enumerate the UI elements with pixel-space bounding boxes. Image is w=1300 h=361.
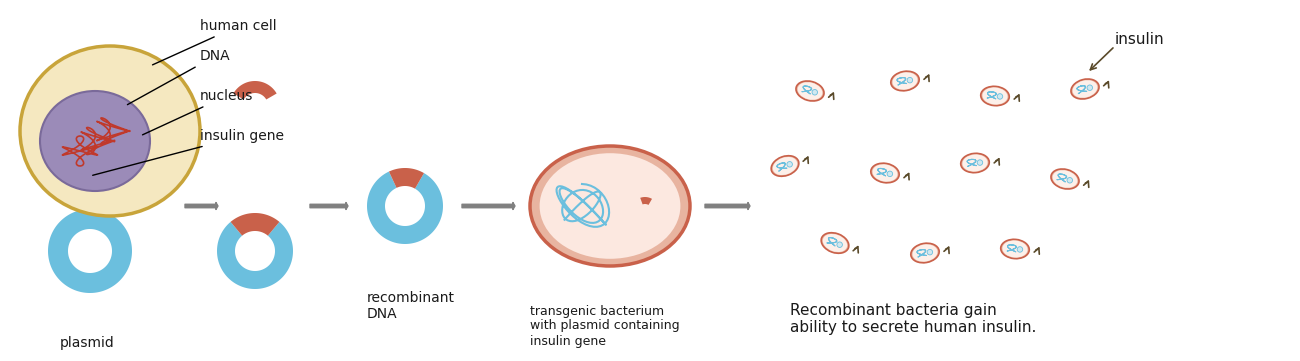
Polygon shape [367, 171, 443, 244]
Text: nucleus: nucleus [143, 89, 254, 135]
Text: insulin gene: insulin gene [92, 129, 283, 175]
Ellipse shape [20, 46, 200, 216]
Ellipse shape [1053, 170, 1078, 188]
Ellipse shape [980, 86, 1009, 106]
Ellipse shape [540, 153, 680, 259]
Ellipse shape [893, 72, 918, 90]
Ellipse shape [911, 243, 939, 263]
Ellipse shape [983, 87, 1008, 104]
Ellipse shape [961, 153, 989, 173]
Circle shape [907, 77, 913, 83]
Ellipse shape [872, 164, 897, 182]
Ellipse shape [772, 157, 797, 175]
Polygon shape [217, 222, 292, 289]
Circle shape [927, 249, 932, 255]
Polygon shape [630, 197, 659, 225]
Ellipse shape [1071, 79, 1098, 99]
Text: Recombinant bacteria gain
ability to secrete human insulin.: Recombinant bacteria gain ability to sec… [790, 303, 1036, 335]
Ellipse shape [771, 156, 798, 176]
Polygon shape [48, 209, 133, 293]
Text: DNA: DNA [127, 49, 230, 105]
Ellipse shape [962, 155, 988, 171]
Circle shape [837, 242, 842, 247]
Ellipse shape [822, 233, 849, 253]
Ellipse shape [1072, 80, 1097, 98]
Text: human cell: human cell [152, 19, 277, 65]
Polygon shape [640, 197, 653, 205]
Circle shape [1087, 85, 1092, 91]
Circle shape [812, 90, 818, 95]
Circle shape [887, 171, 893, 177]
Ellipse shape [40, 91, 150, 191]
Ellipse shape [871, 163, 900, 183]
Ellipse shape [913, 244, 937, 262]
Ellipse shape [823, 234, 848, 252]
Text: recombinant
DNA: recombinant DNA [367, 291, 455, 321]
Ellipse shape [891, 71, 919, 91]
Polygon shape [233, 81, 277, 100]
Ellipse shape [1001, 239, 1030, 259]
Ellipse shape [1050, 169, 1079, 189]
Circle shape [997, 94, 1002, 99]
Ellipse shape [530, 146, 690, 266]
Text: insulin: insulin [1115, 31, 1165, 47]
Circle shape [1017, 247, 1023, 252]
Ellipse shape [798, 82, 823, 100]
Polygon shape [389, 168, 424, 189]
Circle shape [978, 160, 983, 165]
Circle shape [786, 162, 793, 167]
Ellipse shape [1002, 240, 1027, 257]
Polygon shape [230, 213, 280, 236]
Ellipse shape [796, 81, 824, 101]
Text: plasmid: plasmid [60, 336, 114, 350]
Text: transgenic bacterium
with plasmid containing
insulin gene: transgenic bacterium with plasmid contai… [530, 304, 680, 348]
Circle shape [1067, 178, 1072, 183]
